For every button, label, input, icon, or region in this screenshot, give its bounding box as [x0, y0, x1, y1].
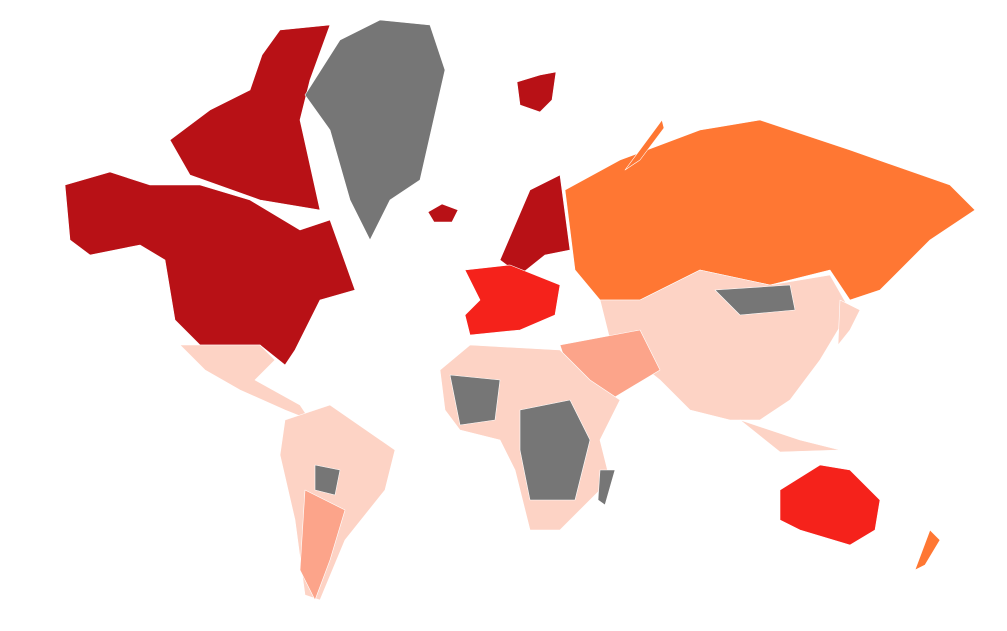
south-america — [279, 404, 396, 601]
west-africa — [449, 374, 501, 426]
western-europe — [464, 264, 561, 336]
mongolia — [714, 284, 796, 316]
svalbard — [516, 71, 557, 113]
greenland — [304, 19, 446, 241]
australia — [779, 464, 881, 546]
novaya-zemlya — [624, 119, 665, 171]
bolivia — [314, 464, 341, 496]
scandinavia — [499, 174, 571, 276]
mexico-central-america — [179, 344, 311, 421]
southeast-asia-islands — [739, 419, 841, 453]
central-africa — [519, 399, 591, 501]
madagascar — [597, 469, 616, 506]
russia — [564, 119, 976, 301]
arctic-islands — [169, 24, 331, 211]
argentina — [299, 489, 346, 601]
japan — [837, 299, 861, 346]
iceland — [427, 203, 459, 223]
new-zealand — [914, 529, 941, 571]
canada-usa — [64, 171, 356, 366]
